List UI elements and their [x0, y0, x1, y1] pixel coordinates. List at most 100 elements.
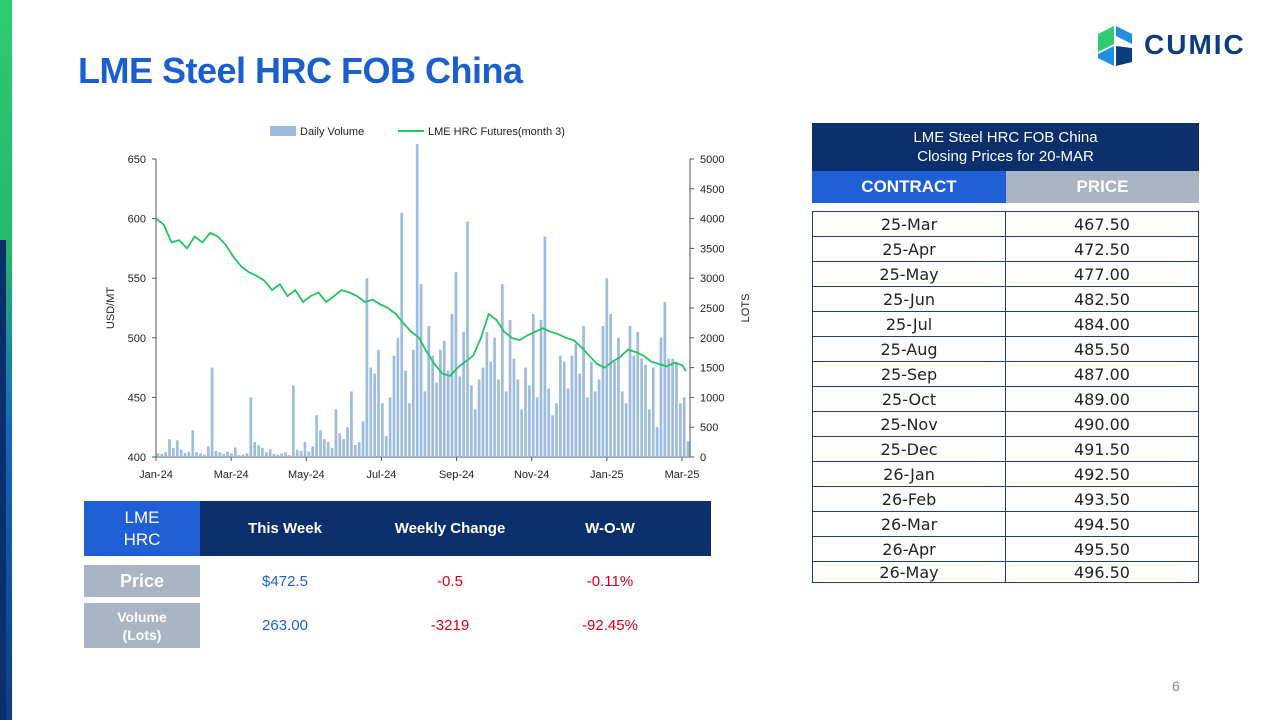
volume-bar: [473, 409, 477, 457]
x-tick-label: Sep-24: [439, 469, 474, 481]
closing-table-title: LME Steel HRC FOB China Closing Prices f…: [812, 123, 1199, 171]
volume-bar: [423, 391, 427, 457]
volume-bar: [497, 379, 500, 457]
volume-bar: [520, 409, 524, 457]
volume-bar: [307, 451, 311, 457]
price-cell: 489.00: [1005, 386, 1199, 412]
cumic-logo-icon: [1098, 26, 1132, 66]
volume-bar: [419, 284, 423, 457]
legend-volume-swatch: [270, 126, 296, 136]
volume-bar: [686, 441, 690, 457]
closing-table-row: 25-Jul 484.00: [812, 311, 1199, 337]
volume-bar: [477, 379, 481, 457]
volume-bar: [292, 385, 295, 457]
volume-bar: [373, 373, 376, 457]
volume-bar: [315, 415, 318, 457]
volume-bar: [524, 367, 527, 457]
x-tick-label: Jan-25: [590, 469, 624, 481]
volume-bar: [334, 409, 338, 457]
volume-bar: [489, 361, 493, 457]
volume-bar: [671, 358, 674, 457]
volume-bar: [245, 453, 249, 457]
volume-bar: [214, 451, 218, 457]
volume-bar: [470, 385, 473, 457]
volume-bar: [342, 439, 346, 457]
closing-table-row: 26-Feb 493.50: [812, 486, 1199, 512]
contract-cell: 25-Aug: [812, 336, 1006, 362]
closing-table-row: 26-Jan 492.50: [812, 461, 1199, 487]
y-left-tick-label: 550: [128, 273, 146, 285]
volume-bar: [559, 355, 562, 457]
price-cell: 485.50: [1005, 336, 1199, 362]
closing-table-row: 25-Nov 490.00: [812, 411, 1199, 437]
volume-bar: [589, 361, 593, 457]
contract-cell: 25-Oct: [812, 386, 1006, 412]
volume-bar: [617, 337, 620, 457]
volume-bar: [172, 448, 175, 457]
contract-cell: 26-May: [812, 561, 1006, 583]
volume-bar: [388, 397, 392, 457]
volume-bar: [183, 452, 187, 457]
summary-corner-line-1: LME: [124, 507, 160, 527]
volume-bar: [381, 403, 384, 457]
volume-bar: [396, 337, 400, 457]
volume-bar: [551, 415, 554, 457]
volume-bar: [249, 397, 253, 457]
left-accent-bar: [0, 0, 12, 720]
volume-bar: [168, 439, 171, 457]
volume-bar: [253, 442, 257, 457]
y-right-tick-label: 5000: [700, 154, 724, 166]
price-cell: 493.50: [1005, 486, 1199, 512]
volume-bar: [435, 382, 438, 457]
volume-bar: [175, 440, 179, 457]
price-cell: 467.50: [1005, 211, 1199, 237]
contract-cell: 25-Sep: [812, 361, 1006, 387]
volume-bar: [299, 451, 303, 457]
volume-bar: [257, 445, 260, 457]
volume-bar: [187, 451, 191, 457]
contract-cell: 25-Nov: [812, 411, 1006, 437]
y-right-tick-label: 0: [700, 452, 706, 464]
summary-header-wow: W-O-W: [585, 520, 635, 537]
volume-bar: [400, 212, 404, 457]
volume-bar: [648, 409, 651, 457]
x-tick-label: May-24: [288, 469, 325, 481]
contract-cell: 25-Dec: [812, 436, 1006, 462]
price-cell: 492.50: [1005, 461, 1199, 487]
y-right-tick-label: 4000: [700, 214, 724, 226]
volume-bar: [439, 349, 442, 457]
closing-table-row: 25-Dec 491.50: [812, 436, 1199, 462]
price-this-week: $472.5: [262, 572, 308, 590]
volume-bar: [624, 403, 628, 457]
page-title: LME Steel HRC FOB China: [78, 50, 523, 91]
summary-header-this-week: This Week: [248, 520, 322, 537]
volume-bar: [377, 349, 380, 457]
volume-bar: [156, 453, 160, 457]
volume-bar: [636, 331, 640, 457]
volume-bar: [288, 455, 291, 457]
volume-bar: [195, 452, 198, 457]
volume-bar: [241, 454, 245, 457]
volume-bar: [276, 454, 280, 457]
x-tick-label: Jul-24: [366, 469, 396, 481]
volume-bar: [605, 278, 609, 457]
volume-bar: [539, 319, 543, 457]
volume-bar: [462, 331, 465, 457]
volume-bar: [446, 370, 450, 457]
volume-this-week: 263.00: [262, 617, 308, 634]
contract-cell: 26-Mar: [812, 511, 1006, 537]
y-right-tick-label: 1000: [700, 392, 724, 404]
closing-col-price: PRICE: [1006, 171, 1199, 203]
volume-bar: [644, 364, 647, 457]
price-cell: 494.50: [1005, 511, 1199, 537]
volume-bar: [586, 397, 589, 457]
volume-bar: [528, 385, 531, 457]
closing-table-row: 25-Mar 467.50: [812, 211, 1199, 237]
y-left-tick-label: 600: [128, 214, 146, 226]
volume-bar: [442, 340, 446, 457]
contract-cell: 26-Apr: [812, 536, 1006, 562]
volume-bar: [508, 319, 512, 457]
volume-bar: [578, 373, 582, 457]
y-right-tick-label: 500: [700, 422, 718, 434]
volume-bar: [311, 446, 315, 457]
